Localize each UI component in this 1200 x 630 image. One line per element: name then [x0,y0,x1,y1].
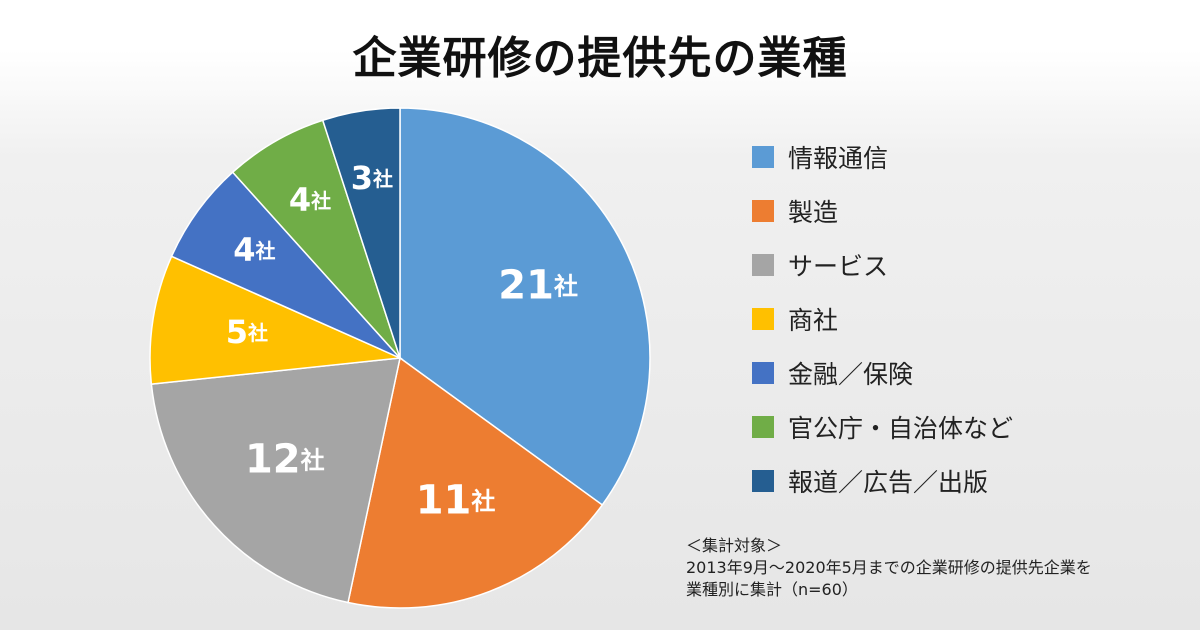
legend-label: 報道／広告／出版 [788,468,989,497]
legend-label: 情報通信 [788,144,889,173]
slice-label-2: 11社 [416,478,496,524]
legend-item-4: 商社 [752,292,1013,346]
slice-label-4: 5社 [226,313,268,351]
pie-slice-1 [399,107,651,506]
pie-slice-3 [150,357,401,604]
legend-item-6: 官公庁・自治体など [752,400,1013,454]
pie-slice-4 [149,255,403,385]
legend-label: 金融／保険 [788,360,914,389]
legend-label: 官公庁・自治体など [788,414,1014,443]
legend-swatch [752,362,774,384]
slice-label-7: 3社 [351,159,393,197]
legend-item-1: 情報通信 [752,130,1013,184]
legend-label: 製造 [788,198,839,227]
chart-legend: 情報通信製造サービス商社金融／保険官公庁・自治体など 報道／広告／出版 [752,130,1013,508]
slice-label-1: 21社 [498,263,578,309]
legend-label: サービス [788,252,889,281]
legend-swatch [752,470,774,492]
note-line-3: 業種別に集計（n=60） [686,580,858,599]
legend-item-5: 金融／保険 [752,346,1013,400]
slice-label-3: 12社 [245,437,325,483]
note-line-2: 2013年9月〜2020年5月までの企業研修の提供先企業を [686,558,1092,577]
pie-slice-2 [347,356,604,609]
legend-swatch [752,146,774,168]
legend-label: 商社 [788,306,839,335]
legend-item-3: サービス [752,238,1013,292]
legend-swatch [752,200,774,222]
note-heading: ＜集計対象＞ [686,536,783,555]
slice-label-5: 4社 [233,231,275,269]
legend-swatch [752,254,774,276]
chart-title: 企業研修の提供先の業種 [352,33,848,84]
legend-swatch [752,416,774,438]
legend-item-2: 製造 [752,184,1013,238]
legend-item-7: 報道／広告／出版 [752,454,1013,508]
legend-swatch [752,308,774,330]
data-note: ＜集計対象＞ 2013年9月〜2020年5月までの企業研修の提供先企業を 業種別… [686,535,1092,601]
slice-label-6: 4社 [289,181,331,219]
pie-slice-7 [321,107,401,359]
